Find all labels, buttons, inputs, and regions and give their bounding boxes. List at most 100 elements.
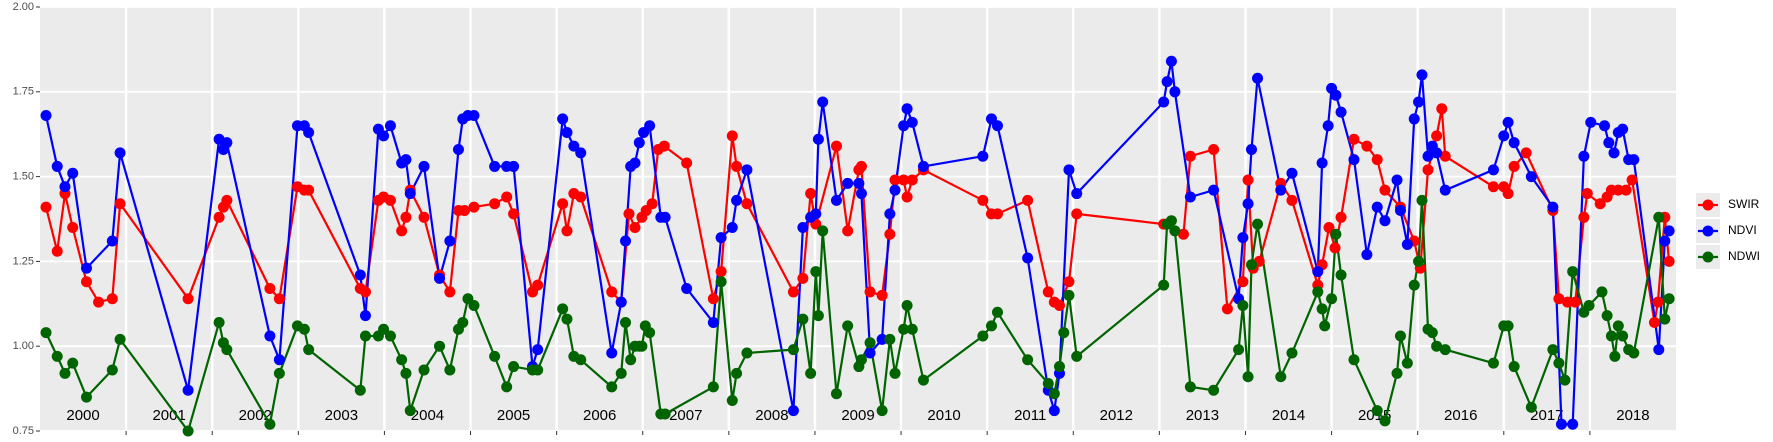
data-point xyxy=(991,306,1003,318)
data-point xyxy=(434,272,446,284)
data-point xyxy=(1508,361,1520,373)
data-point xyxy=(855,160,867,172)
data-point xyxy=(1063,289,1075,301)
data-point xyxy=(1286,194,1298,206)
data-point xyxy=(1439,150,1451,162)
data-point xyxy=(1326,293,1338,305)
data-point xyxy=(404,405,416,417)
data-point xyxy=(898,174,910,186)
data-point xyxy=(1416,69,1428,81)
data-point xyxy=(1246,259,1258,271)
data-point xyxy=(532,364,544,376)
data-point xyxy=(889,367,901,379)
data-point xyxy=(830,140,842,152)
data-point xyxy=(633,137,645,149)
data-point xyxy=(1184,150,1196,162)
data-point xyxy=(884,333,896,345)
data-point xyxy=(636,340,648,352)
data-point xyxy=(805,367,817,379)
data-point xyxy=(452,143,464,155)
data-point xyxy=(1071,208,1083,220)
data-point xyxy=(1663,293,1675,305)
data-point xyxy=(1578,211,1590,223)
data-point xyxy=(1653,344,1665,356)
data-point xyxy=(898,323,910,335)
legend-label: NDVI xyxy=(1728,223,1757,237)
legend-label: NDWI xyxy=(1728,249,1760,263)
data-point xyxy=(805,188,817,200)
data-point xyxy=(1048,405,1060,417)
data-point xyxy=(114,333,126,345)
data-point xyxy=(1330,228,1342,240)
data-point xyxy=(40,327,52,339)
data-point xyxy=(1547,344,1559,356)
data-point xyxy=(264,330,276,342)
data-point xyxy=(606,286,618,298)
data-point xyxy=(1348,354,1360,366)
data-point xyxy=(1208,184,1220,196)
year-label: 2011 xyxy=(1014,407,1046,424)
data-point xyxy=(1275,371,1287,383)
data-point xyxy=(1603,137,1615,149)
data-point xyxy=(1431,147,1443,159)
data-point xyxy=(644,120,656,132)
data-point xyxy=(1487,181,1499,193)
data-point xyxy=(1569,296,1581,308)
data-point xyxy=(1221,303,1233,315)
year-label: 2013 xyxy=(1186,407,1219,424)
data-point xyxy=(646,198,658,210)
data-point xyxy=(853,177,865,189)
data-point xyxy=(797,272,809,284)
data-point xyxy=(182,293,194,305)
data-point xyxy=(1319,320,1331,332)
data-point xyxy=(855,354,867,366)
data-point xyxy=(1286,167,1298,179)
data-point xyxy=(707,293,719,305)
data-point xyxy=(1498,130,1510,142)
data-point xyxy=(1487,357,1499,369)
data-point xyxy=(917,374,929,386)
data-point xyxy=(221,194,233,206)
y-tick-label: 0.75 xyxy=(13,425,34,437)
data-point xyxy=(1431,340,1443,352)
data-point xyxy=(623,208,635,220)
data-point xyxy=(1335,211,1347,223)
data-point xyxy=(213,211,225,223)
data-point xyxy=(1578,150,1590,162)
data-point xyxy=(876,333,888,345)
data-point xyxy=(1553,357,1565,369)
data-point xyxy=(625,354,637,366)
data-point xyxy=(991,120,1003,132)
data-point xyxy=(508,160,520,172)
data-point xyxy=(1567,418,1579,430)
data-point xyxy=(1237,299,1249,311)
data-point xyxy=(906,174,918,186)
data-point xyxy=(812,310,824,322)
legend-label: SWIR xyxy=(1728,197,1760,211)
data-point xyxy=(1316,157,1328,169)
data-point xyxy=(1048,388,1060,400)
year-label: 2000 xyxy=(66,407,99,424)
data-point xyxy=(1022,252,1034,264)
data-point xyxy=(384,120,396,132)
data-point xyxy=(1169,86,1181,98)
data-point xyxy=(1628,347,1640,359)
data-point xyxy=(864,286,876,298)
data-point xyxy=(1581,188,1593,200)
data-point xyxy=(985,320,997,332)
data-point xyxy=(561,313,573,325)
year-label: 2017 xyxy=(1530,407,1563,424)
data-point xyxy=(810,266,822,278)
data-point xyxy=(378,130,390,142)
data-point xyxy=(864,347,876,359)
data-point xyxy=(114,147,126,159)
data-point xyxy=(1555,418,1567,430)
data-point xyxy=(977,150,989,162)
data-point xyxy=(629,157,641,169)
data-point xyxy=(557,303,569,315)
data-point xyxy=(1594,198,1606,210)
data-point xyxy=(817,225,829,237)
data-point xyxy=(1601,310,1613,322)
data-point xyxy=(1439,344,1451,356)
